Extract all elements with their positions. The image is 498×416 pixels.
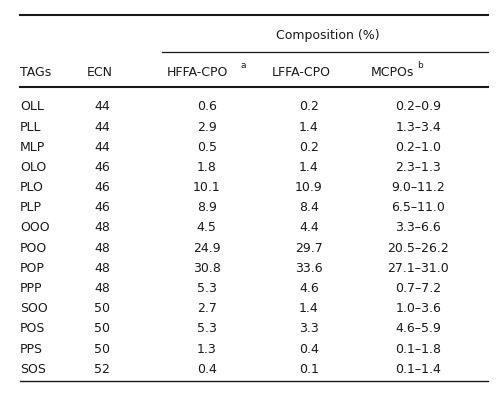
Text: 0.4: 0.4 [197,363,217,376]
Text: 2.9: 2.9 [197,121,217,134]
Text: 5.3: 5.3 [197,322,217,335]
Text: Composition (%): Composition (%) [275,29,379,42]
Text: POP: POP [20,262,45,275]
Text: SOO: SOO [20,302,48,315]
Text: 44: 44 [94,141,110,154]
Text: 0.1–1.8: 0.1–1.8 [395,342,441,356]
Text: HFFA-CPO: HFFA-CPO [167,66,228,79]
Text: SOS: SOS [20,363,46,376]
Text: 48: 48 [94,262,110,275]
Text: 50: 50 [94,302,110,315]
Text: ECN: ECN [87,66,113,79]
Text: 46: 46 [94,201,110,214]
Text: MCPOs: MCPOs [371,66,414,79]
Text: 33.6: 33.6 [295,262,323,275]
Text: 0.7–7.2: 0.7–7.2 [395,282,441,295]
Text: 46: 46 [94,161,110,174]
Text: 4.6–5.9: 4.6–5.9 [395,322,441,335]
Text: POO: POO [20,242,47,255]
Text: 0.6: 0.6 [197,100,217,114]
Text: a: a [241,61,246,70]
Text: 0.2: 0.2 [299,141,319,154]
Text: POS: POS [20,322,45,335]
Text: 46: 46 [94,181,110,194]
Text: 0.2: 0.2 [299,100,319,114]
Text: PLL: PLL [20,121,41,134]
Text: 1.3: 1.3 [197,342,217,356]
Text: 52: 52 [94,363,110,376]
Text: 8.4: 8.4 [299,201,319,214]
Text: 30.8: 30.8 [193,262,221,275]
Text: PPP: PPP [20,282,42,295]
Text: 0.4: 0.4 [299,342,319,356]
Text: PPS: PPS [20,342,43,356]
Text: PLP: PLP [20,201,42,214]
Text: TAGs: TAGs [20,66,51,79]
Text: 5.3: 5.3 [197,282,217,295]
Text: 4.4: 4.4 [299,221,319,235]
Text: 6.5–11.0: 6.5–11.0 [391,201,445,214]
Text: LFFA-CPO: LFFA-CPO [271,66,330,79]
Text: 20.5–26.2: 20.5–26.2 [387,242,449,255]
Text: 44: 44 [94,100,110,114]
Text: 44: 44 [94,121,110,134]
Text: 1.0–3.6: 1.0–3.6 [395,302,441,315]
Text: 29.7: 29.7 [295,242,323,255]
Text: 4.5: 4.5 [197,221,217,235]
Text: 1.3–3.4: 1.3–3.4 [395,121,441,134]
Text: 48: 48 [94,221,110,235]
Text: 3.3: 3.3 [299,322,319,335]
Text: 0.1–1.4: 0.1–1.4 [395,363,441,376]
Text: 24.9: 24.9 [193,242,221,255]
Text: 1.4: 1.4 [299,302,319,315]
Text: OLL: OLL [20,100,44,114]
Text: 10.9: 10.9 [295,181,323,194]
Text: 9.0–11.2: 9.0–11.2 [391,181,445,194]
Text: 27.1–31.0: 27.1–31.0 [387,262,449,275]
Text: OLO: OLO [20,161,46,174]
Text: 48: 48 [94,282,110,295]
Text: MLP: MLP [20,141,45,154]
Text: 0.5: 0.5 [197,141,217,154]
Text: 8.9: 8.9 [197,201,217,214]
Text: OOO: OOO [20,221,49,235]
Text: 1.8: 1.8 [197,161,217,174]
Text: 0.2–1.0: 0.2–1.0 [395,141,441,154]
Text: 2.7: 2.7 [197,302,217,315]
Text: 10.1: 10.1 [193,181,221,194]
Text: b: b [417,61,423,70]
Text: 1.4: 1.4 [299,161,319,174]
Text: 48: 48 [94,242,110,255]
Text: 50: 50 [94,322,110,335]
Text: 2.3–1.3: 2.3–1.3 [395,161,441,174]
Text: 3.3–6.6: 3.3–6.6 [395,221,441,235]
Text: 50: 50 [94,342,110,356]
Text: 4.6: 4.6 [299,282,319,295]
Text: 1.4: 1.4 [299,121,319,134]
Text: 0.2–0.9: 0.2–0.9 [395,100,441,114]
Text: PLO: PLO [20,181,44,194]
Text: 0.1: 0.1 [299,363,319,376]
